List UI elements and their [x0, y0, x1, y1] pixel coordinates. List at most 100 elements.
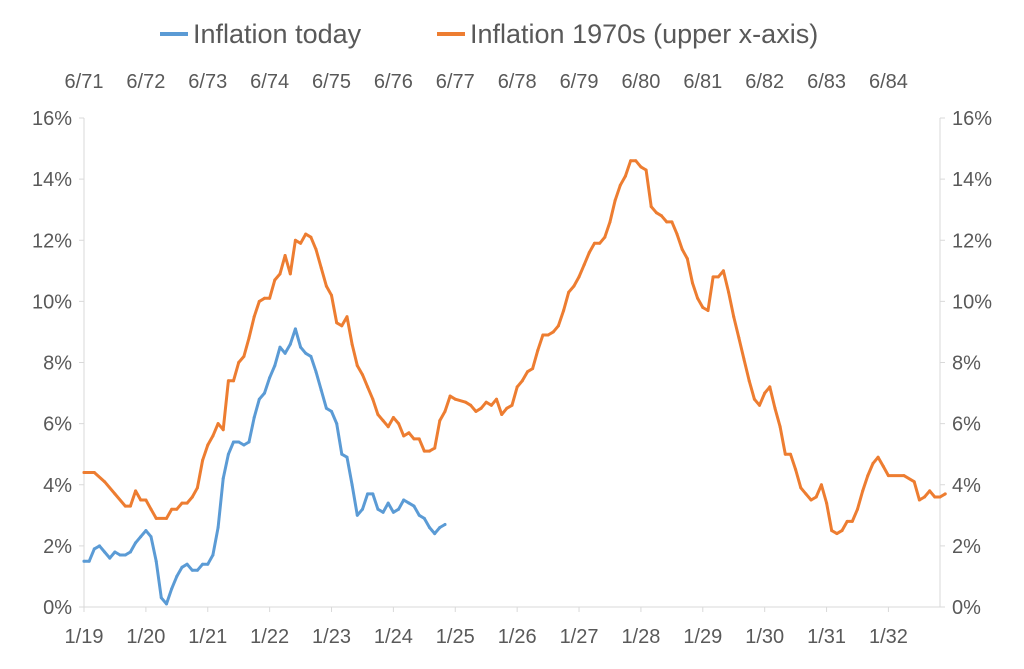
data-point-inflation-1970s [154, 516, 158, 520]
data-point-inflation-today [201, 562, 205, 566]
data-point-inflation-1970s [763, 391, 767, 395]
x-tick-label-bottom: 1/28 [621, 626, 660, 648]
y-tick-label-right: 2% [952, 536, 981, 558]
data-point-inflation-1970s [546, 333, 550, 337]
data-point-inflation-1970s [582, 263, 586, 267]
x-tick-label-bottom: 1/32 [869, 626, 908, 648]
data-point-inflation-today [190, 568, 194, 572]
data-point-inflation-1970s [195, 486, 199, 490]
data-point-inflation-today [350, 483, 354, 487]
data-point-inflation-1970s [933, 495, 937, 499]
axes: 0% 0% 2% 2% 4% 4% 6% 6% 8% 8% 10% 10% 12% 12% 14% 14% 16… [32, 71, 992, 648]
data-point-inflation-today [263, 391, 266, 395]
data-point-inflation-1970s [448, 394, 452, 398]
data-point-inflation-1970s [433, 446, 437, 450]
data-point-inflation-today [345, 455, 349, 459]
x-tick-label-top: 6/71 [65, 71, 104, 93]
x-tick-label-top: 6/73 [188, 71, 227, 93]
data-point-inflation-today [257, 397, 261, 401]
data-point-inflation-today [397, 507, 401, 511]
data-point-inflation-1970s [221, 428, 225, 432]
data-point-inflation-today [216, 526, 220, 529]
data-point-inflation-today [288, 342, 292, 346]
data-point-inflation-1970s [850, 519, 854, 523]
data-point-inflation-1970s [670, 220, 674, 224]
data-point-inflation-1970s [304, 232, 308, 236]
data-point-inflation-1970s [185, 501, 189, 505]
data-point-inflation-1970s [319, 266, 323, 270]
data-point-inflation-1970s [840, 529, 844, 533]
legend: Inflation today Inflation 1970s (upper x… [160, 19, 818, 49]
data-point-inflation-1970s [825, 501, 829, 505]
data-point-inflation-1970s [134, 489, 138, 493]
data-point-inflation-1970s [809, 498, 813, 502]
data-point-inflation-1970s [866, 474, 870, 478]
data-point-inflation-1970s [170, 507, 174, 511]
data-point-inflation-1970s [531, 367, 535, 371]
x-tick-label-bottom: 1/23 [312, 626, 351, 648]
y-tick-label-right: 12% [952, 230, 992, 252]
data-point-inflation-today [355, 513, 359, 517]
data-point-inflation-1970s [412, 437, 416, 441]
x-tick-label-top: 6/74 [250, 71, 289, 93]
data-point-inflation-today [371, 492, 375, 496]
data-point-inflation-1970s [526, 370, 529, 374]
y-tick-label-left: 2% [43, 536, 72, 558]
x-tick-label-bottom: 1/22 [250, 626, 289, 648]
data-point-inflation-1970s [871, 461, 875, 465]
data-point-inflation-1970s [330, 293, 333, 297]
data-point-inflation-1970s [649, 205, 653, 209]
data-point-inflation-today [185, 562, 189, 566]
data-point-inflation-today [237, 440, 241, 444]
data-point-inflation-1970s [603, 235, 607, 239]
data-point-inflation-1970s [768, 385, 772, 389]
y-tick-label-left: 4% [43, 475, 72, 497]
data-point-inflation-1970s [634, 159, 638, 163]
data-point-inflation-1970s [489, 403, 493, 407]
data-point-inflation-1970s [593, 241, 596, 245]
y-tick-label-right: 14% [952, 169, 992, 191]
data-point-inflation-1970s [917, 498, 921, 502]
data-point-inflation-today [412, 504, 416, 508]
x-tick-label-bottom: 1/20 [126, 626, 165, 648]
data-point-inflation-today [335, 422, 339, 426]
x-tick-label-top: 6/76 [374, 71, 413, 93]
data-point-inflation-1970s [438, 419, 442, 423]
data-point-inflation-today [226, 452, 230, 456]
data-point-inflation-1970s [402, 434, 406, 438]
series-layer [82, 159, 947, 606]
y-tick-label-left: 6% [43, 414, 72, 436]
data-point-inflation-1970s [288, 272, 292, 276]
data-point-inflation-1970s [474, 409, 478, 413]
data-point-inflation-today [247, 440, 251, 444]
data-point-inflation-today [144, 529, 148, 533]
data-point-inflation-today [134, 541, 138, 545]
data-point-inflation-today [175, 574, 179, 578]
y-tick-label-right: 10% [952, 291, 992, 313]
data-point-inflation-today [299, 345, 303, 349]
data-point-inflation-1970s [82, 471, 86, 474]
x-tick-label-bottom: 1/30 [745, 626, 784, 648]
data-point-inflation-1970s [309, 235, 313, 239]
data-point-inflation-1970s [928, 489, 932, 493]
data-point-inflation-1970s [567, 290, 571, 294]
data-point-inflation-1970s [113, 492, 117, 496]
data-point-inflation-1970s [443, 409, 447, 413]
data-point-inflation-today [98, 544, 101, 548]
x-tick-label-top: 6/82 [745, 71, 784, 93]
data-point-inflation-1970s [737, 336, 741, 340]
data-point-inflation-today [391, 510, 395, 514]
x-tick-label-top: 6/81 [683, 71, 722, 93]
data-point-inflation-today [361, 507, 364, 511]
data-point-inflation-1970s [629, 159, 633, 163]
data-point-inflation-1970s [701, 306, 705, 309]
legend-label-inflation-1970s: Inflation 1970s (upper x-axis) [470, 19, 818, 49]
data-point-inflation-today [293, 327, 297, 331]
data-point-inflation-1970s [324, 284, 328, 288]
data-point-inflation-1970s [665, 220, 669, 224]
data-point-inflation-1970s [206, 443, 210, 447]
data-point-inflation-1970s [783, 452, 787, 456]
data-point-inflation-today [206, 562, 210, 566]
data-point-inflation-1970s [422, 449, 426, 453]
